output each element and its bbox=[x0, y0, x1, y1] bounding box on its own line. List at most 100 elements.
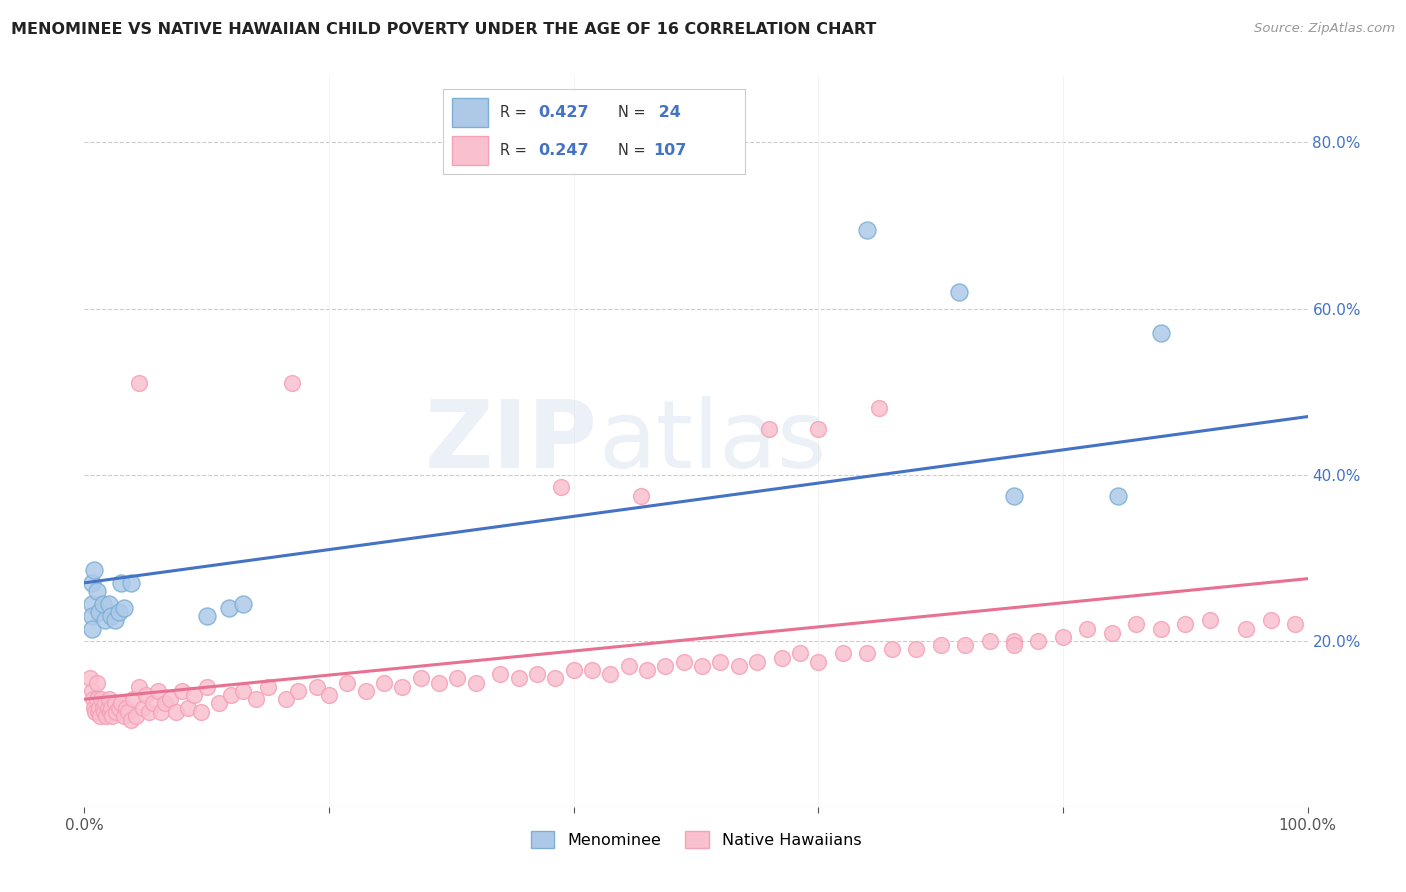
Point bbox=[617, 659, 640, 673]
Point bbox=[132, 700, 155, 714]
Point bbox=[747, 655, 769, 669]
Point bbox=[409, 672, 432, 686]
Point bbox=[1028, 634, 1050, 648]
Text: ZIP: ZIP bbox=[425, 395, 598, 488]
Text: 0.427: 0.427 bbox=[538, 105, 589, 120]
Point bbox=[87, 705, 110, 719]
Point bbox=[1052, 630, 1074, 644]
Point bbox=[979, 634, 1001, 648]
Point bbox=[87, 700, 110, 714]
Point bbox=[80, 575, 103, 590]
Text: atlas: atlas bbox=[598, 395, 827, 488]
Point bbox=[105, 705, 128, 719]
Point bbox=[599, 667, 621, 681]
Point bbox=[948, 285, 970, 299]
Point bbox=[526, 667, 548, 681]
Point bbox=[446, 672, 468, 686]
Point bbox=[336, 675, 359, 690]
Point bbox=[1107, 489, 1129, 503]
Point bbox=[190, 705, 212, 719]
Point bbox=[94, 697, 117, 711]
Point bbox=[86, 584, 108, 599]
Point bbox=[636, 663, 658, 677]
Bar bbox=[451, 136, 488, 165]
Point bbox=[83, 700, 105, 714]
Point bbox=[929, 638, 952, 652]
Point bbox=[183, 688, 205, 702]
Point bbox=[87, 605, 110, 619]
Point bbox=[1002, 634, 1025, 648]
Point bbox=[831, 647, 853, 661]
Text: MENOMINEE VS NATIVE HAWAIIAN CHILD POVERTY UNDER THE AGE OF 16 CORRELATION CHART: MENOMINEE VS NATIVE HAWAIIAN CHILD POVER… bbox=[11, 22, 876, 37]
Point bbox=[1174, 617, 1197, 632]
Point bbox=[245, 692, 267, 706]
Point bbox=[856, 222, 879, 236]
Point bbox=[1101, 625, 1123, 640]
Point bbox=[672, 655, 695, 669]
Point bbox=[1125, 617, 1147, 632]
Point bbox=[1198, 613, 1220, 627]
Point bbox=[544, 672, 567, 686]
Point bbox=[150, 705, 173, 719]
Point bbox=[138, 705, 160, 719]
Point bbox=[195, 609, 218, 624]
Point bbox=[195, 680, 218, 694]
Point bbox=[464, 675, 486, 690]
Point bbox=[84, 705, 107, 719]
Point bbox=[305, 680, 328, 694]
Point bbox=[94, 613, 117, 627]
Point bbox=[758, 422, 780, 436]
Point bbox=[101, 708, 124, 723]
Point bbox=[232, 597, 254, 611]
Point bbox=[508, 672, 530, 686]
Point bbox=[91, 700, 114, 714]
Point bbox=[789, 647, 811, 661]
Point bbox=[122, 692, 145, 706]
Bar bbox=[451, 98, 488, 128]
Text: N =: N = bbox=[619, 105, 651, 120]
Point bbox=[128, 680, 150, 694]
Point bbox=[869, 401, 891, 416]
Point bbox=[104, 697, 127, 711]
Text: R =: R = bbox=[501, 105, 531, 120]
Point bbox=[146, 684, 169, 698]
Point bbox=[1150, 326, 1173, 341]
Point bbox=[807, 422, 830, 436]
Point bbox=[219, 688, 242, 702]
Point bbox=[91, 597, 114, 611]
Point bbox=[287, 684, 309, 698]
Point bbox=[86, 692, 108, 706]
Point bbox=[80, 609, 103, 624]
Point bbox=[232, 684, 254, 698]
Point bbox=[807, 655, 830, 669]
Point bbox=[1260, 613, 1282, 627]
Text: Source: ZipAtlas.com: Source: ZipAtlas.com bbox=[1254, 22, 1395, 36]
Point bbox=[97, 597, 120, 611]
Point bbox=[120, 575, 142, 590]
Point bbox=[1150, 622, 1173, 636]
Point bbox=[153, 697, 176, 711]
Point bbox=[93, 705, 115, 719]
Point bbox=[117, 705, 139, 719]
Point bbox=[257, 680, 280, 694]
Point bbox=[107, 605, 129, 619]
Point bbox=[562, 663, 585, 677]
Point bbox=[100, 609, 122, 624]
Point bbox=[581, 663, 603, 677]
Point bbox=[120, 713, 142, 727]
Point bbox=[318, 688, 340, 702]
Point bbox=[905, 642, 928, 657]
Point bbox=[80, 684, 103, 698]
Point bbox=[112, 600, 135, 615]
Point bbox=[1002, 489, 1025, 503]
Point bbox=[281, 376, 304, 391]
Point bbox=[208, 697, 231, 711]
Text: 0.247: 0.247 bbox=[538, 143, 589, 158]
Point bbox=[110, 697, 132, 711]
Point bbox=[727, 659, 749, 673]
Text: 24: 24 bbox=[652, 105, 681, 120]
Point bbox=[391, 680, 413, 694]
Point bbox=[128, 376, 150, 391]
Point bbox=[354, 684, 377, 698]
Point bbox=[96, 708, 118, 723]
